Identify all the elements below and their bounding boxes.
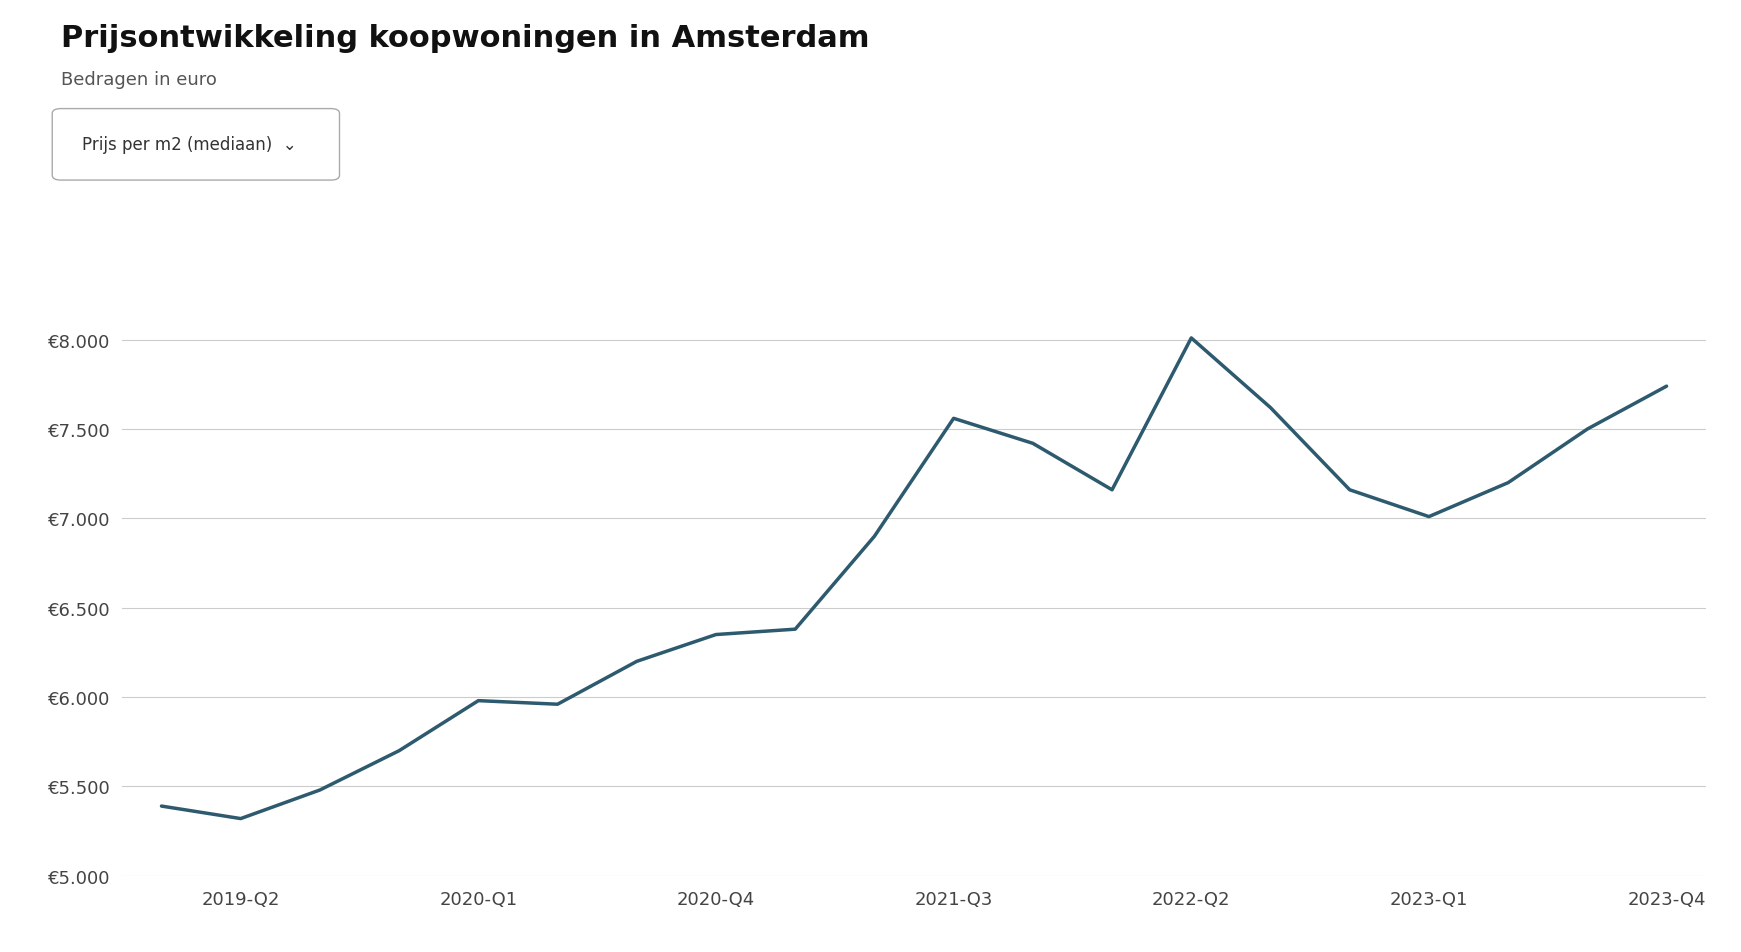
Text: Prijs per m2 (mediaan)  ⌄: Prijs per m2 (mediaan) ⌄	[82, 136, 296, 154]
Text: Bedragen in euro: Bedragen in euro	[61, 71, 218, 89]
Text: Prijsontwikkeling koopwoningen in Amsterdam: Prijsontwikkeling koopwoningen in Amster…	[61, 24, 869, 52]
